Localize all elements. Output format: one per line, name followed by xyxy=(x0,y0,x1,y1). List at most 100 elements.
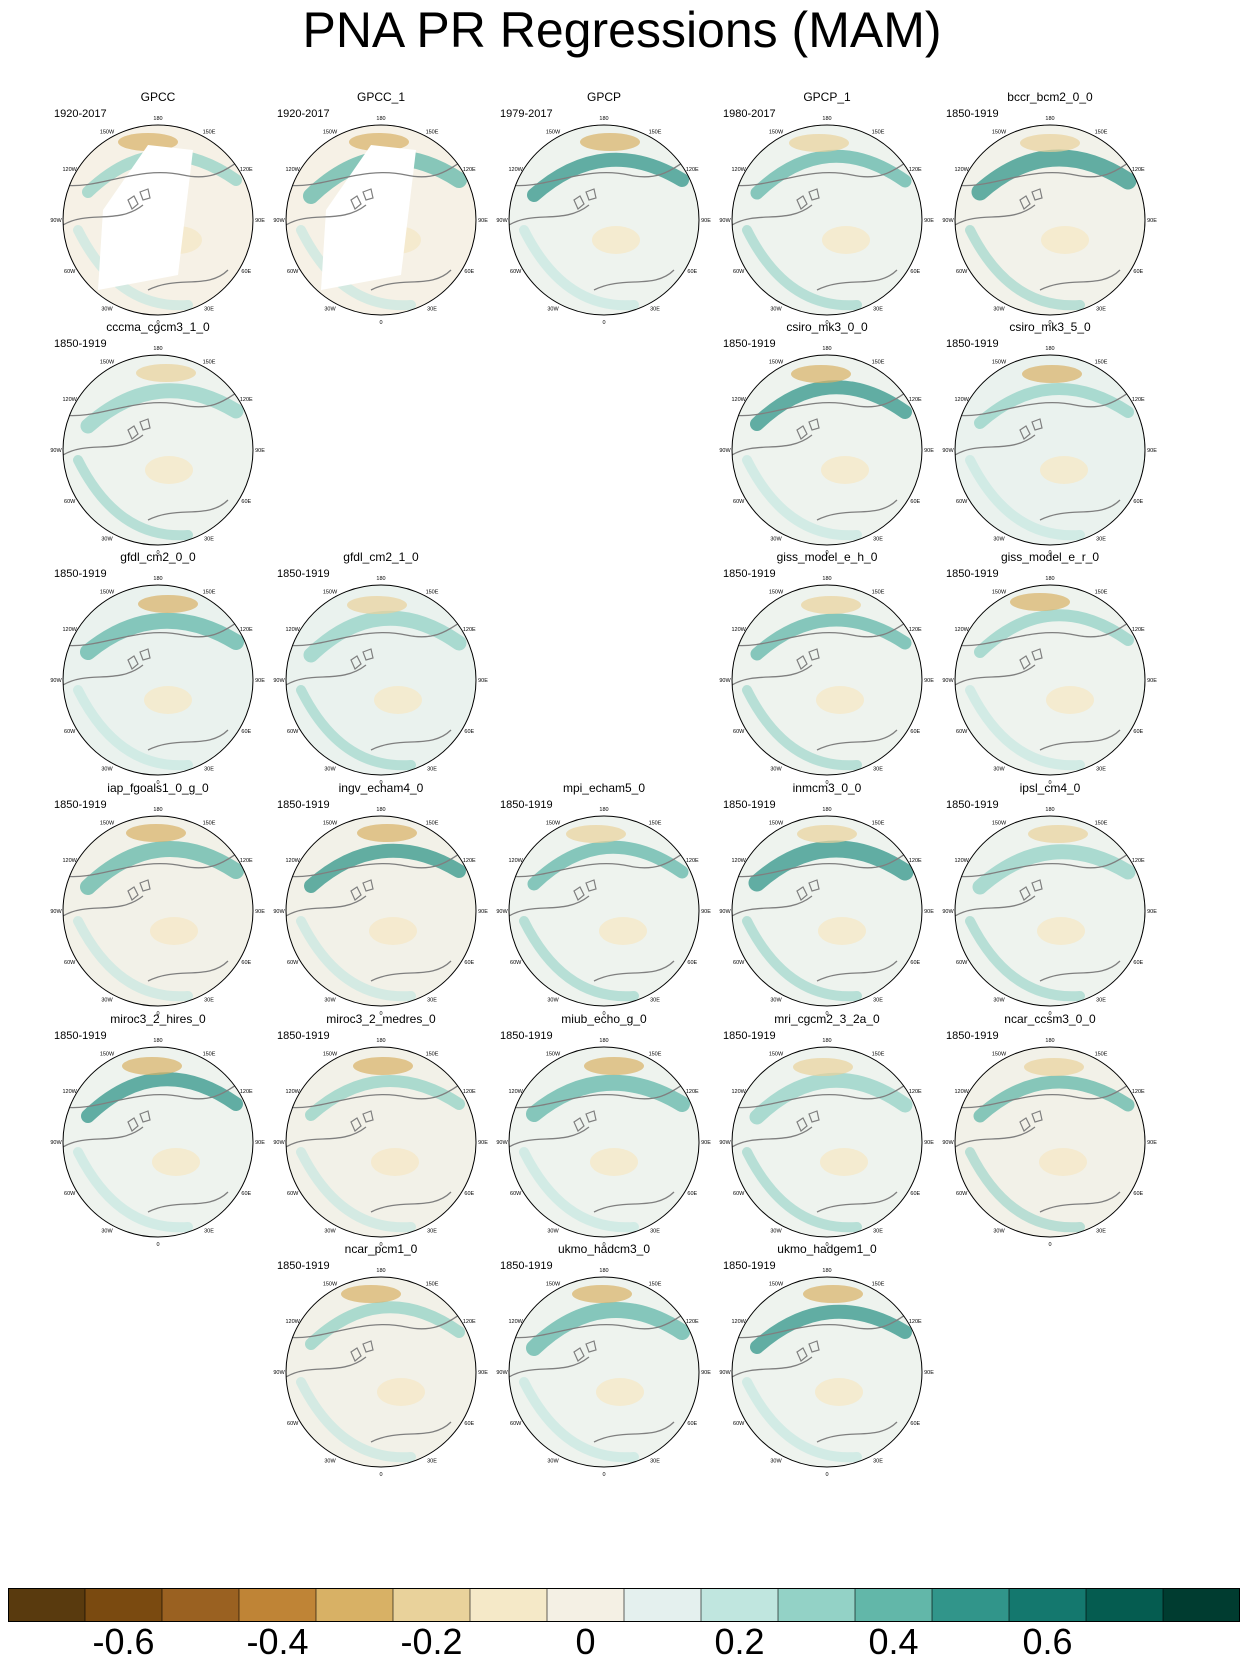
panel-title: mri_cgcm2_3_2a_0 xyxy=(774,1012,880,1026)
map-boundary xyxy=(285,1276,477,1468)
polar-map: 180 150E 120E 90E 60E 30E 0 30W 60W 90W 120W 150W xyxy=(942,576,1157,786)
map-boundary xyxy=(954,1046,1146,1238)
meridian-label: 90W xyxy=(496,1370,508,1376)
map-panel: ncar_pcm1_0 1850-1919 180 150E 120E 90E 60E 30E… xyxy=(263,1242,499,1482)
meridian-label: 120E xyxy=(463,627,476,633)
anomaly-patch xyxy=(349,133,409,151)
map-boundary xyxy=(731,584,923,776)
coastline xyxy=(350,1110,374,1132)
meridian-label: 90W xyxy=(50,678,62,684)
meridian-label: 150W xyxy=(769,590,784,596)
panel-title: inmcm3_0_0 xyxy=(792,781,862,795)
meridian-label: 120W xyxy=(732,397,747,403)
anomaly-band xyxy=(81,1072,243,1123)
figure-title: PNA PR Regressions (MAM) xyxy=(302,2,942,58)
meridian-label: 60W xyxy=(510,269,522,275)
meridian-label: 120W xyxy=(732,1319,747,1325)
meridian-label: 120W xyxy=(63,397,78,403)
meridian-label: 150E xyxy=(1095,590,1108,596)
meridian-label: 30E xyxy=(873,1228,883,1234)
meridian-label: 0 xyxy=(602,1011,605,1017)
panel-title: ipsl_cm4_0 xyxy=(1019,781,1081,795)
meridian-label: 90W xyxy=(719,909,731,915)
meridian-label: 150E xyxy=(872,590,885,596)
meridian-label: 120W xyxy=(732,858,747,864)
missing-data-mask xyxy=(321,145,416,290)
coastline xyxy=(350,879,374,901)
meridian-label: 150E xyxy=(426,130,439,136)
meridian-label: 60E xyxy=(464,1421,474,1427)
meridian-label: 30E xyxy=(204,306,214,312)
meridian-label: 0 xyxy=(602,1242,605,1248)
meridian-label: 180 xyxy=(153,116,162,122)
anomaly-band xyxy=(742,455,862,541)
colorbar-segment xyxy=(546,1588,625,1622)
meridian-label: 120E xyxy=(686,167,699,173)
coastline xyxy=(350,648,374,670)
meridian-label: 30E xyxy=(1096,997,1106,1003)
map-panel: ncar_ccsm3_0_0 1850-1919 180 150E 120E 90E 60E… xyxy=(932,1012,1168,1252)
map-boundary xyxy=(62,584,254,776)
anomaly-patch xyxy=(122,1057,182,1075)
coastline xyxy=(350,1340,374,1362)
meridian-label: 180 xyxy=(822,1038,831,1044)
meridian-label: 90E xyxy=(701,1140,711,1146)
meridian-label: 0 xyxy=(1048,1242,1051,1248)
colorbar-segment xyxy=(1085,1588,1164,1622)
meridian-label: 120E xyxy=(909,1089,922,1095)
panel-years: 1850-1919 xyxy=(277,1260,330,1272)
panel-years: 1850-1919 xyxy=(723,799,776,811)
anomaly-patch xyxy=(822,226,870,254)
meridian-label: 30W xyxy=(547,997,559,1003)
meridian-label: 120E xyxy=(240,858,253,864)
meridian-label: 120W xyxy=(63,167,78,173)
polar-map: 180 150E 120E 90E 60E 30E 0 30W 60W 90W 120W 150W xyxy=(719,116,934,326)
panel-title: iap_fgoals1_0_g_0 xyxy=(107,781,209,795)
meridian-label: 90W xyxy=(50,218,62,224)
colorbar-tick-label: 0.6 xyxy=(1022,1621,1073,1662)
map-boundary xyxy=(954,815,1146,1007)
meridian-label: 120W xyxy=(509,1319,524,1325)
meridian-label: 30E xyxy=(204,536,214,542)
meridian-label: 30W xyxy=(101,997,113,1003)
meridian-label: 120E xyxy=(240,627,253,633)
coastline xyxy=(796,418,820,440)
meridian-label: 60E xyxy=(910,729,920,735)
anomaly-band xyxy=(80,612,244,660)
anomaly-band xyxy=(296,1377,416,1463)
coastline xyxy=(573,1110,597,1132)
anomaly-patch xyxy=(150,917,198,945)
coastline xyxy=(1019,188,1043,210)
meridian-label: 30W xyxy=(770,536,782,542)
anomaly-band xyxy=(742,1147,862,1233)
meridian-label: 0 xyxy=(1048,550,1051,556)
anomaly-patch xyxy=(1022,365,1082,383)
meridian-label: 150W xyxy=(992,130,1007,136)
meridian-label: 120E xyxy=(686,1089,699,1095)
meridian-label: 90W xyxy=(50,448,62,454)
meridian-label: 90E xyxy=(255,909,265,915)
meridian-label: 30E xyxy=(873,1458,883,1464)
polar-map: 180 150E 120E 90E 60E 30E 0 30W 60W 90W 120W 150W xyxy=(719,576,934,786)
meridian-label: 120E xyxy=(1132,627,1145,633)
meridian-label: 120W xyxy=(732,1089,747,1095)
polar-map: 180 150E 120E 90E 60E 30E 0 30W 60W 90W 120W 150W xyxy=(942,116,1157,326)
meridian-label: 150E xyxy=(203,360,216,366)
meridian-label: 90W xyxy=(496,909,508,915)
anomaly-band xyxy=(80,383,244,434)
map-boundary xyxy=(508,124,700,316)
meridian-label: 120E xyxy=(909,627,922,633)
meridian-label: 30W xyxy=(770,997,782,1003)
meridian-label: 90W xyxy=(719,218,731,224)
meridian-label: 150E xyxy=(426,1282,439,1288)
meridian-label: 150W xyxy=(323,821,338,827)
meridian-label: 60W xyxy=(510,1191,522,1197)
anomaly-patch xyxy=(152,1148,200,1176)
meridian-label: 30W xyxy=(770,1458,782,1464)
meridian-label: 0 xyxy=(156,1242,159,1248)
map-boundary xyxy=(731,1046,923,1238)
meridian-label: 150E xyxy=(872,360,885,366)
panel-title: ukmo_hadgem1_0 xyxy=(777,1242,877,1256)
colorbar-tick-label: -0.4 xyxy=(246,1621,309,1662)
polar-map: 180 150E 120E 90E 60E 30E 0 30W 60W 90W 120W 150W xyxy=(496,807,711,1017)
